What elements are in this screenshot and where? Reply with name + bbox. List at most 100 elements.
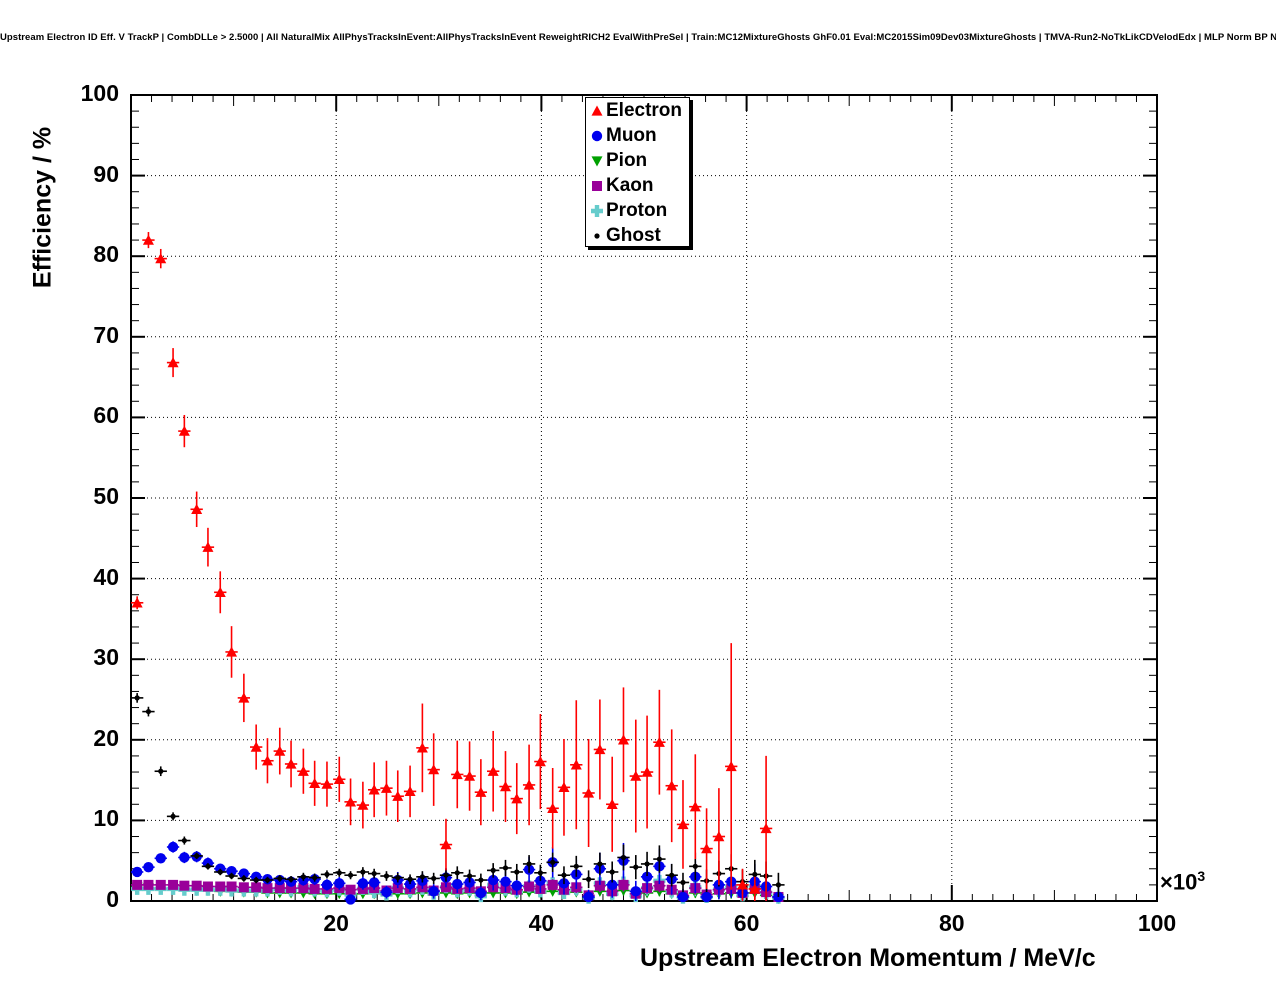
data-marker (179, 880, 190, 891)
legend-label: Ghost (606, 224, 661, 246)
data-marker (499, 781, 511, 792)
data-marker (591, 130, 603, 141)
legend-entry-kaon[interactable]: Kaon (586, 173, 689, 198)
data-marker (500, 876, 511, 887)
data-marker (251, 882, 262, 893)
x-tick-label: 20 (323, 910, 349, 936)
x-axis-title: Upstream Electron Momentum / MeV/c (640, 944, 1096, 972)
data-marker (357, 799, 369, 810)
legend-entry-muon[interactable]: Muon (586, 123, 689, 148)
circle-icon (589, 128, 605, 144)
data-marker (537, 870, 543, 876)
data-marker (591, 105, 603, 116)
data-marker (371, 870, 377, 877)
data-marker (428, 886, 439, 897)
data-marker (475, 786, 487, 797)
data-marker (464, 770, 476, 781)
data-marker (558, 781, 570, 793)
data-marker (288, 876, 294, 882)
legend-entry-proton[interactable]: Proton (586, 198, 689, 223)
data-marker (407, 876, 413, 882)
data-marker (238, 692, 250, 703)
x-tick-label: 60 (733, 910, 760, 936)
data-marker (158, 768, 164, 774)
data-marker (178, 425, 190, 436)
data-marker (142, 234, 154, 245)
data-marker (573, 863, 579, 869)
series-muon (131, 841, 785, 905)
data-marker (653, 736, 665, 747)
data-marker (277, 875, 283, 882)
legend-label: Kaon (606, 174, 654, 196)
data-marker (775, 882, 782, 888)
legend-entry-ghost[interactable]: Ghost (586, 223, 689, 248)
data-marker (238, 882, 249, 893)
y-tick-label: 90 (93, 160, 119, 187)
y-tick-label: 70 (93, 321, 119, 348)
data-marker (395, 875, 401, 881)
data-marker (170, 813, 176, 819)
data-marker (620, 854, 627, 861)
data-marker (214, 586, 226, 597)
data-marker (368, 784, 380, 795)
data-marker (205, 863, 211, 869)
y-tick-label: 20 (93, 724, 119, 751)
data-marker (644, 861, 650, 867)
data-marker (592, 180, 602, 191)
data-marker (487, 765, 499, 776)
data-marker (215, 881, 226, 892)
data-marker (297, 765, 309, 776)
data-marker (404, 785, 416, 797)
data-marker (217, 869, 223, 875)
data-marker (253, 877, 259, 883)
data-marker (443, 872, 449, 878)
data-marker (490, 867, 496, 873)
data-marker (228, 873, 235, 879)
legend-label: Electron (606, 99, 683, 121)
data-marker (606, 879, 618, 891)
data-marker (380, 782, 392, 793)
data-marker (677, 818, 689, 830)
data-marker (454, 870, 460, 876)
data-marker (368, 877, 380, 888)
data-marker (345, 884, 356, 895)
data-marker (591, 204, 603, 217)
data-marker (431, 875, 437, 882)
data-marker (309, 883, 320, 894)
data-marker (132, 879, 143, 890)
data-marker (286, 883, 297, 894)
data-marker (713, 831, 725, 842)
data-marker (202, 541, 214, 552)
data-marker (701, 843, 713, 854)
legend-entry-pion[interactable]: Pion (586, 148, 689, 173)
data-marker (609, 869, 615, 875)
data-marker (179, 852, 190, 863)
legend-entry-electron[interactable]: Electron (586, 98, 689, 123)
data-marker (167, 357, 179, 368)
series-electron (131, 232, 773, 901)
data-marker (392, 790, 404, 801)
data-marker (502, 865, 509, 871)
x-axis-exponent-prefix: ×10 (1160, 869, 1198, 895)
data-marker (321, 879, 333, 891)
data-marker (274, 745, 286, 756)
data-marker (478, 877, 484, 883)
data-marker (191, 880, 202, 891)
data-marker (618, 879, 629, 890)
legend-label: Muon (606, 124, 657, 146)
x-tick-label: 40 (528, 910, 555, 936)
data-marker (526, 861, 532, 867)
y-tick-label: 80 (93, 241, 119, 268)
data-marker (383, 873, 390, 879)
data-marker (381, 886, 392, 898)
data-marker (487, 874, 499, 886)
data-marker (524, 881, 535, 892)
data-marker (300, 874, 306, 880)
data-marker (440, 839, 452, 850)
data-marker (550, 859, 556, 865)
y-axis-title: Efficiency / % (28, 126, 57, 289)
data-marker (345, 796, 357, 807)
data-marker (181, 837, 187, 844)
y-tick-label: 0 (106, 886, 119, 912)
data-marker (677, 891, 689, 903)
